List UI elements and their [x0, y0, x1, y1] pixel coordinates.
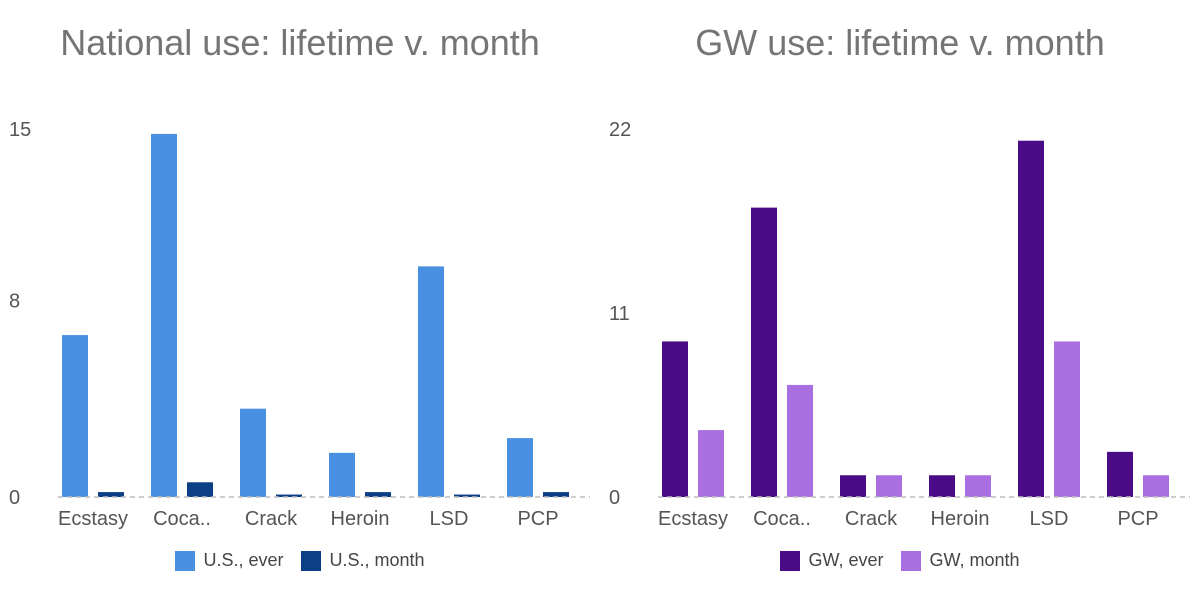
x-tick-label: LSD [1030, 508, 1069, 530]
bar-gw-ever-coca [751, 207, 777, 498]
y-tick-label: 0 [609, 487, 620, 509]
bar-gw-month-crack [876, 475, 902, 497]
x-tick-label: Ecstasy [658, 508, 728, 530]
bar-u-s-month-lsd [454, 494, 480, 497]
bar-u-s-ever-pcp [507, 438, 533, 497]
x-tick-label: Ecstasy [58, 508, 128, 530]
bar-u-s-ever-lsd [418, 266, 444, 497]
x-tick-label: LSD [430, 508, 469, 530]
bar-gw-month-ecstasy [698, 430, 724, 497]
x-tick-label: Coca.. [153, 508, 211, 530]
y-tick-label: 15 [9, 119, 31, 141]
bar-u-s-month-pcp [543, 492, 569, 497]
legend-label: U.S., ever [203, 550, 284, 570]
y-tick-label: 8 [9, 291, 20, 313]
bar-u-s-month-crack [276, 494, 302, 497]
bar-gw-ever-lsd [1018, 140, 1044, 497]
bar-gw-ever-heroin [929, 475, 955, 497]
bar-u-s-ever-coca [151, 133, 177, 497]
gw-use-chart: GW use: lifetime v. month 0 11 22 Ecstasy Co… [600, 0, 1200, 603]
legend-item-us-month: U.S., month [301, 550, 425, 571]
x-tick-label: Crack [245, 508, 298, 530]
national-use-plot: 0 8 15 Ecstasy Coca.. Crack Heroin LSD PCP [9, 119, 590, 530]
legend-swatch [901, 550, 922, 571]
national-use-chart: National use: lifetime v. month 0 8 15 Ecst… [0, 22, 600, 571]
chart-legend: U.S., ever U.S., month [0, 550, 600, 571]
y-tick-label: 22 [609, 119, 631, 141]
x-tick-label: Crack [845, 508, 898, 530]
legend-label: GW, month [929, 550, 1020, 570]
y-tick-label: 11 [609, 303, 630, 325]
gw-use-plot: 0 11 22 Ecstasy Coca.. Crack Heroin LSD PCP [609, 119, 1190, 530]
chart-legend: GW, ever GW, month [600, 550, 1200, 571]
bar-u-s-month-coca [187, 482, 213, 497]
chart-title: National use: lifetime v. month [60, 22, 540, 63]
legend-label: GW, ever [808, 550, 884, 570]
x-tick-label: PCP [1117, 508, 1158, 530]
bar-u-s-month-heroin [365, 492, 391, 497]
legend-swatch [175, 550, 196, 571]
chart-title: GW use: lifetime v. month [695, 22, 1105, 63]
bar-gw-month-heroin [965, 475, 991, 497]
bar-gw-ever-crack [840, 475, 866, 497]
legend-item-gw-ever: GW, ever [780, 550, 883, 571]
legend-item-us-ever: U.S., ever [175, 550, 283, 571]
legend-swatch [301, 550, 322, 571]
bar-gw-month-pcp [1143, 475, 1169, 497]
legend-label: U.S., month [329, 550, 425, 570]
bar-u-s-month-ecstasy [98, 492, 124, 497]
bar-gw-month-coca [787, 384, 813, 497]
x-tick-label: Coca.. [753, 508, 811, 530]
x-tick-label: Heroin [331, 508, 390, 530]
legend-item-gw-month: GW, month [901, 550, 1020, 571]
bar-gw-ever-ecstasy [662, 341, 688, 497]
bar-u-s-ever-heroin [329, 452, 355, 497]
bar-u-s-ever-ecstasy [62, 335, 88, 497]
y-tick-label: 0 [9, 487, 20, 509]
bar-gw-month-lsd [1054, 341, 1080, 497]
x-tick-label: Heroin [931, 508, 990, 530]
bar-gw-ever-pcp [1107, 451, 1133, 497]
legend-swatch [780, 550, 801, 571]
bar-u-s-ever-crack [240, 408, 266, 497]
x-tick-label: PCP [517, 508, 558, 530]
